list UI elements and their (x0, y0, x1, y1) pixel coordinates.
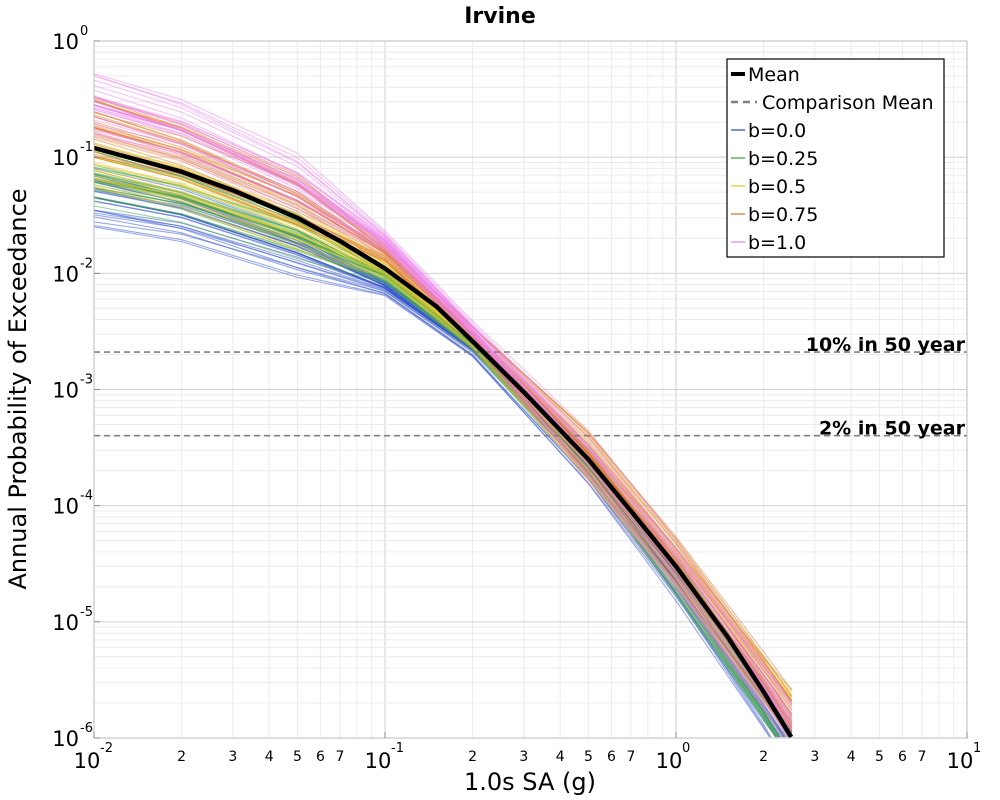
x-minor-tick-label: 7 (626, 749, 635, 765)
branch-curve (93, 177, 791, 738)
legend-item: b=1.0 (731, 232, 806, 254)
x-minor-tick-label: 4 (265, 749, 274, 765)
legend-item: b=0.0 (731, 120, 806, 142)
x-minor-tick-label: 3 (810, 749, 819, 765)
branch-curve (93, 96, 788, 738)
legend-label: b=0.0 (748, 120, 806, 142)
y-tick-exponent: 0 (80, 24, 88, 39)
y-tick-exponent: -2 (80, 256, 93, 271)
x-minor-tick-label: 7 (917, 749, 926, 765)
branch-curve (93, 226, 777, 738)
reference-lines: 10% in 50 year 2% in 50 year (94, 334, 967, 440)
x-minor-tick-label: 4 (847, 749, 856, 765)
legend-item: b=0.75 (731, 204, 818, 226)
x-minor-tick-label: 3 (519, 749, 528, 765)
x-minor-tick-label: 5 (293, 749, 302, 765)
x-minor-tick-label: 6 (898, 749, 907, 765)
legend-label: b=0.5 (748, 176, 806, 198)
y-tick-label: 10 -4 (52, 489, 93, 519)
legend-label: b=0.25 (748, 148, 818, 170)
y-tick-label: 10 -3 (52, 373, 93, 403)
x-minor-tick-label: 6 (316, 749, 325, 765)
x-minor-tick-label: 2 (759, 749, 768, 765)
chart-title: Irvine (464, 4, 536, 29)
y-tick-base: 10 (52, 611, 79, 635)
y-tick-label: 10 0 (52, 24, 88, 54)
y-tick-base: 10 (52, 727, 79, 751)
y-tick-base: 10 (52, 146, 79, 170)
y-tick-base: 10 (52, 495, 79, 519)
y-tick-label: 10 -5 (52, 605, 93, 635)
mean-curve (93, 145, 794, 739)
branch-curve (93, 133, 793, 717)
x-tick-label: 10-2 (74, 741, 113, 773)
reference-line-label: 10% in 50 year (806, 334, 966, 356)
x-tick-exponent: -1 (391, 741, 404, 756)
x-tick-label: 10-1 (365, 741, 404, 773)
x-minor-tick-label: 7 (335, 749, 344, 765)
y-tick-exponent: -1 (80, 140, 93, 155)
x-tick-label: 101 (947, 741, 982, 773)
mean-curve-layer (93, 145, 794, 739)
x-minor-tick-label: 4 (556, 749, 565, 765)
legend-item: Mean (731, 64, 800, 86)
legend-item: b=0.25 (731, 148, 818, 170)
reference-line-label: 2% in 50 year (819, 418, 966, 440)
legend: Mean Comparison Mean b=0.0 b=0.25 b=0.5 b=0.7… (726, 58, 945, 258)
x-minor-tick-label: 2 (468, 749, 477, 765)
legend-label: Comparison Mean (762, 92, 934, 114)
y-tick-exponent: -4 (80, 489, 93, 504)
y-tick-exponent: -3 (80, 373, 93, 388)
branch-curve (93, 73, 793, 705)
legend-item: Comparison Mean (731, 92, 934, 114)
x-tick-exponent: -2 (100, 741, 113, 756)
x-minor-tick-label: 3 (228, 749, 237, 765)
x-tick-exponent: 0 (682, 741, 690, 756)
branch-curve (93, 75, 793, 716)
legend-item: b=0.5 (731, 176, 806, 198)
legend-label: Mean (748, 64, 800, 86)
y-tick-base: 10 (52, 262, 79, 286)
x-axis-label: 1.0s SA (g) (464, 768, 596, 796)
x-tick-base: 10 (365, 749, 392, 773)
x-tick-base: 10 (947, 749, 974, 773)
y-tick-label: 10 -1 (52, 140, 93, 170)
x-tick-exponent: 1 (973, 741, 981, 756)
legend-box (726, 58, 945, 258)
x-minor-tick-label: 5 (875, 749, 884, 765)
x-minor-tick-label: 5 (584, 749, 593, 765)
x-minor-tick-label: 2 (177, 749, 186, 765)
x-tick-label: 100 (656, 741, 691, 773)
y-axis-label: Annual Probability of Exceedance (4, 188, 32, 589)
branch-curve (93, 98, 793, 707)
x-minor-tick-label: 6 (607, 749, 616, 765)
x-tick-base: 10 (656, 749, 683, 773)
legend-label: b=0.75 (748, 204, 818, 226)
legend-label: b=1.0 (748, 232, 806, 254)
y-tick-exponent: -6 (80, 721, 93, 736)
y-tick-exponent: -5 (80, 605, 93, 620)
y-tick-label: 10 -6 (52, 721, 93, 751)
y-tick-base: 10 (52, 379, 79, 403)
x-tick-base: 10 (74, 749, 101, 773)
y-tick-label: 10 -2 (52, 256, 93, 286)
y-tick-base: 10 (52, 30, 79, 54)
